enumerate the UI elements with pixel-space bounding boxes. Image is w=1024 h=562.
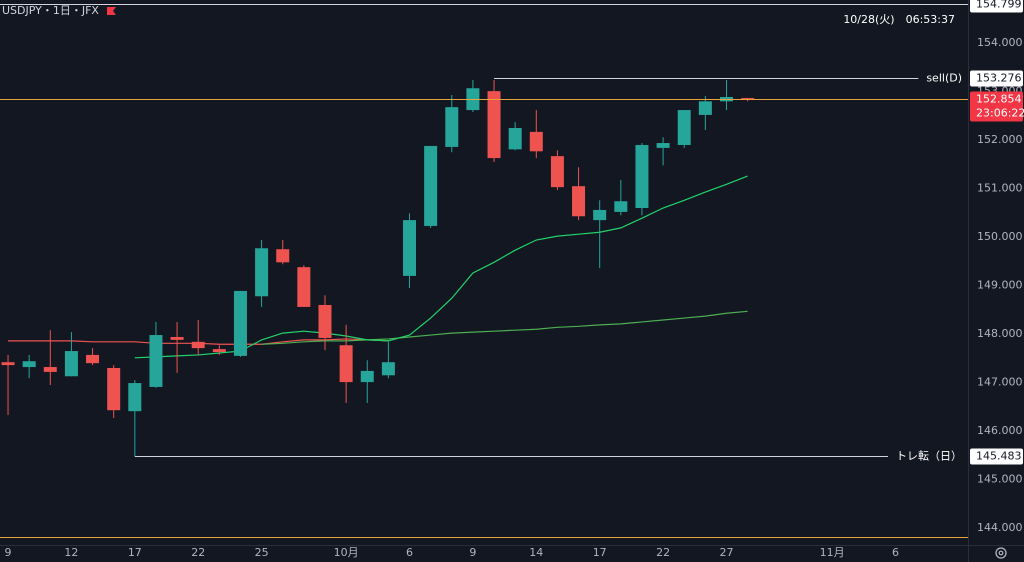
candle-body: [43, 367, 57, 372]
candle-body: [381, 362, 395, 376]
candle-body: [550, 156, 564, 188]
y-tick-label: 147.000: [977, 376, 1023, 389]
candle-body: [276, 249, 290, 263]
candle-body: [508, 128, 522, 150]
candle-body: [22, 361, 36, 368]
x-tick-label: 22: [191, 546, 205, 559]
y-tick-label: 146.000: [977, 424, 1023, 437]
price-label-box: [970, 70, 1023, 87]
candle-body: [86, 354, 100, 364]
x-tick-label: 25: [255, 546, 269, 559]
y-tick-label: 149.000: [977, 279, 1023, 292]
candle-body: [107, 368, 121, 411]
candle-body: [445, 107, 459, 147]
y-tick-label: 144.000: [977, 521, 1023, 534]
plot-area: sell(D) トレ転（日）: [0, 4, 968, 538]
candle-body: [149, 335, 163, 387]
x-tick-label: 11月: [820, 546, 845, 559]
price-label-box: [970, 448, 1023, 465]
candle-body: [656, 143, 670, 148]
candle-body: [360, 370, 374, 383]
candle-body: [64, 351, 78, 377]
x-tick-label: 17: [128, 546, 142, 559]
candle-body: [1, 362, 15, 366]
x-tick-label: 6: [406, 546, 413, 559]
candle-body: [635, 144, 649, 209]
price-label-box: [970, 91, 1023, 122]
y-tick-label: 145.000: [977, 473, 1023, 486]
symbol-title: USDJPY・1日・JFX: [2, 4, 99, 17]
candle-body: [297, 267, 311, 307]
candle-body: [424, 145, 438, 226]
candle-body: [698, 101, 712, 115]
x-tick-label: 12: [64, 546, 78, 559]
x-tick-label: 22: [656, 546, 670, 559]
price-label-box: [970, 0, 1023, 13]
candle-body: [614, 201, 628, 212]
candle-body: [191, 341, 205, 349]
level-annotation: トレ転（日）: [896, 450, 962, 463]
x-tick-label: 6: [892, 546, 899, 559]
x-tick-label: 17: [593, 546, 607, 559]
price-label: 145.483: [976, 450, 1022, 463]
candle-body: [572, 186, 586, 217]
datetime: 10/28(火) 06:53:37: [843, 13, 955, 26]
moving-average-line: [261, 310, 748, 345]
flag-icon[interactable]: [106, 7, 116, 15]
candle-body: [741, 97, 755, 99]
candle-body: [170, 336, 184, 340]
x-tick-label: 9: [5, 546, 12, 559]
candle-body: [255, 248, 269, 297]
x-tick-label: 10月: [334, 546, 359, 559]
y-tick-label: 148.000: [977, 327, 1023, 340]
price-label: 154.799: [976, 0, 1022, 11]
price-label: 152.854: [976, 93, 1022, 106]
price-label: 153.276: [976, 72, 1022, 85]
y-tick-label: 152.000: [977, 133, 1023, 146]
candle-body: [677, 110, 691, 145]
x-tick-label: 14: [529, 546, 543, 559]
candle-body: [529, 131, 543, 152]
y-tick-label: 150.000: [977, 230, 1023, 243]
y-tick-label: 154.000: [977, 36, 1023, 49]
countdown-label: 23:06:22: [976, 107, 1024, 120]
level-annotation: sell(D): [926, 72, 962, 85]
candle-body: [593, 209, 607, 221]
candle-body: [487, 91, 501, 159]
y-tick-label: 151.000: [977, 182, 1023, 195]
candle-body: [318, 304, 332, 338]
candle-body: [233, 290, 247, 356]
candle-body: [128, 383, 142, 412]
candle-body: [339, 345, 353, 383]
candle-body: [403, 220, 417, 276]
x-tick-label: 9: [469, 546, 476, 559]
settings-icon[interactable]: [995, 547, 1007, 559]
candle-body: [212, 349, 226, 353]
axes: 144.000 145.000 146.000 147.000 148.000 149.0…: [5, 0, 1024, 559]
x-tick-label: 27: [719, 546, 733, 559]
